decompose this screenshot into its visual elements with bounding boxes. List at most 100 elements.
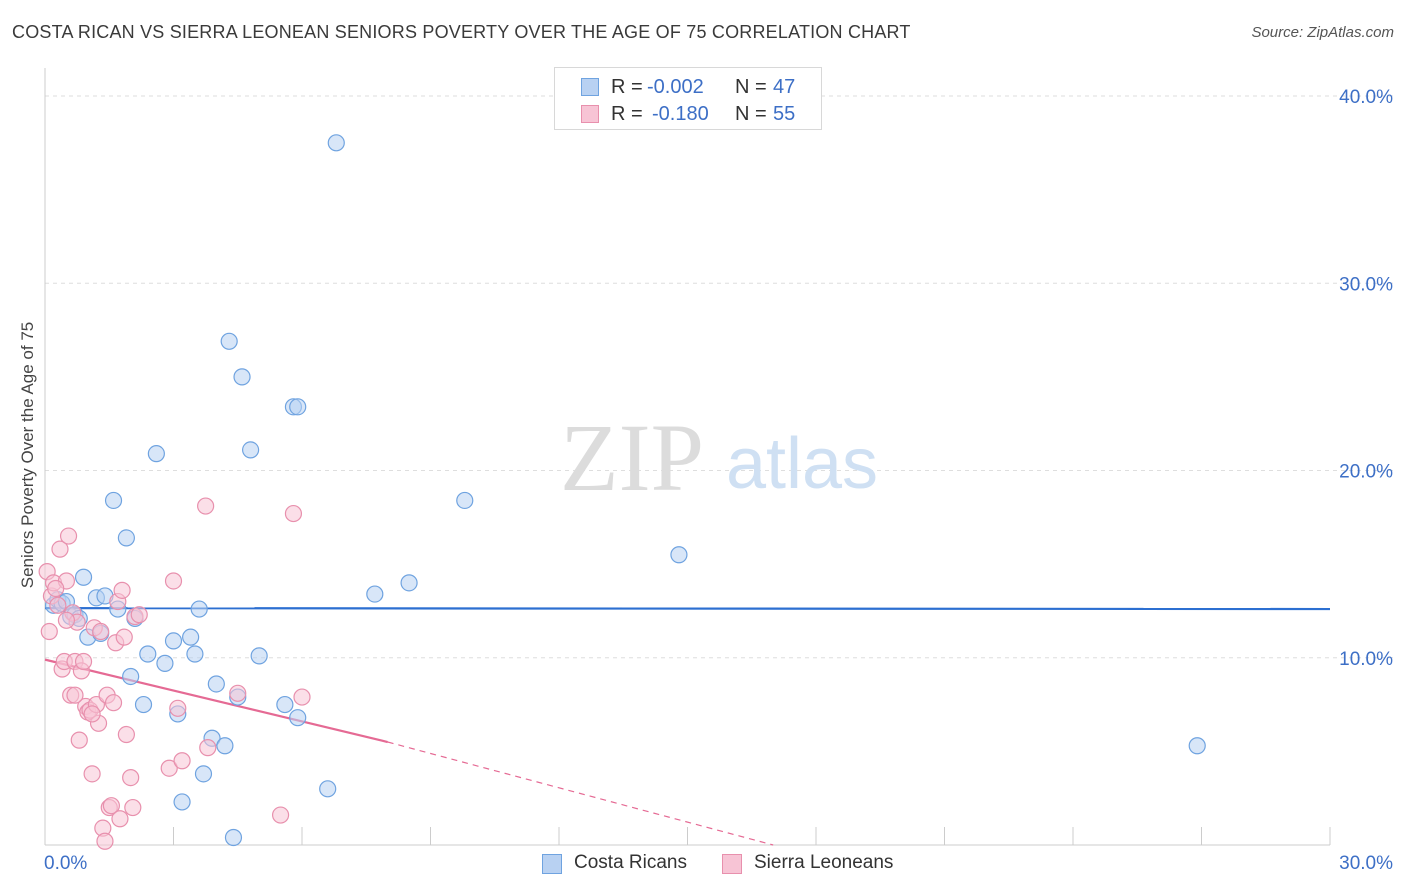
trend-line-sierra-leoneans: [44, 658, 388, 744]
x-tick-label: 30.0%: [1339, 853, 1393, 874]
legend-label-costa-ricans: Costa Ricans: [574, 852, 687, 873]
legend-row-costa-ricans: R = -0.002 N = 47: [555, 73, 821, 101]
data-point: [134, 695, 153, 714]
data-point: [289, 709, 307, 727]
data-point: [293, 688, 311, 706]
data-point: [186, 645, 204, 663]
data-point: [164, 572, 183, 590]
legend-r-value: -0.180: [652, 103, 709, 125]
watermark-atlas: atlas: [726, 424, 878, 504]
data-point: [102, 797, 120, 815]
trend-lines: [44, 607, 1331, 846]
data-point: [139, 645, 157, 663]
legend-r-label: R =: [611, 76, 643, 98]
data-point: [220, 332, 238, 350]
legend-swatch-sierra-leoneans: [581, 105, 599, 123]
data-point: [190, 600, 208, 618]
data-point: [111, 810, 129, 828]
data-point: [113, 581, 131, 599]
data-point: [96, 832, 114, 850]
data-point: [117, 725, 135, 744]
data-point: [199, 739, 217, 757]
data-point: [49, 596, 67, 614]
data-point: [51, 540, 69, 558]
watermark-zip: ZIP: [560, 404, 704, 511]
data-point: [271, 806, 290, 824]
data-point: [276, 695, 294, 714]
tick-labels: 10.0% 20.0% 30.0% 40.0% 0.0% 30.0%: [44, 87, 1393, 874]
data-point: [156, 654, 174, 672]
legend-n-value: 55: [773, 103, 796, 125]
data-point: [173, 752, 191, 770]
y-tick-label: 20.0%: [1339, 462, 1393, 483]
legend-n-label: N =: [735, 76, 767, 98]
series-sierra-leoneans: [38, 497, 311, 850]
data-point: [122, 667, 140, 686]
data-point: [104, 491, 123, 510]
data-point: [242, 441, 260, 459]
data-point: [115, 628, 133, 646]
data-point: [124, 798, 142, 817]
data-point: [250, 647, 268, 665]
y-tick-label: 40.0%: [1339, 87, 1393, 108]
legend-n-label: N =: [735, 103, 767, 125]
y-tick-label: 10.0%: [1339, 649, 1393, 670]
data-point: [207, 675, 225, 693]
data-points: [38, 134, 1206, 850]
data-point: [194, 765, 213, 783]
data-point: [284, 504, 303, 523]
data-point: [92, 622, 110, 641]
data-point: [160, 759, 178, 777]
watermark: ZIP atlas: [560, 404, 878, 511]
data-point: [197, 497, 215, 515]
data-point: [66, 686, 84, 704]
data-point: [327, 134, 345, 152]
legend-swatch-costa-ricans: [542, 854, 562, 874]
source-credit: Source: ZipAtlas.com: [1251, 24, 1394, 41]
legend-n-value: 47: [773, 76, 796, 98]
data-point: [59, 527, 78, 545]
data-point: [319, 780, 337, 798]
data-point: [122, 768, 140, 787]
data-point: [289, 398, 307, 416]
data-point: [400, 574, 418, 592]
data-point: [670, 546, 688, 564]
data-point: [117, 529, 135, 547]
data-point: [164, 632, 183, 650]
y-tick-label: 30.0%: [1339, 274, 1393, 295]
data-point: [104, 694, 123, 712]
data-point: [47, 579, 65, 598]
data-point: [1188, 737, 1206, 755]
data-point: [182, 628, 200, 646]
data-point: [74, 568, 93, 586]
data-point: [233, 368, 251, 386]
stats-legend: R = -0.002 N = 47 R = -0.180 N = 55: [554, 67, 822, 130]
trend-line-costa-ricans: [44, 607, 1331, 611]
data-point: [57, 611, 76, 629]
legend-r-label: R =: [611, 103, 643, 125]
data-point: [40, 622, 58, 641]
data-point: [224, 828, 243, 847]
legend-row-sierra-leoneans: R = -0.180 N = 55: [555, 100, 821, 128]
legend-r-value: -0.002: [647, 76, 704, 98]
data-point: [74, 652, 93, 671]
data-point: [70, 731, 88, 749]
data-point: [229, 684, 247, 702]
data-point: [130, 606, 148, 624]
axes: [44, 68, 1331, 846]
data-point: [169, 699, 187, 717]
series-costa-ricans: [44, 134, 1206, 847]
trend-line-extension: [387, 741, 774, 846]
legend-swatch-sierra-leoneans: [722, 854, 742, 874]
data-point: [216, 737, 234, 755]
legend-label-sierra-leoneans: Sierra Leoneans: [754, 852, 894, 873]
data-point: [147, 445, 165, 463]
data-point: [366, 585, 384, 603]
series-legend: Costa Ricans Sierra Leoneans: [0, 852, 1406, 878]
x-tick-label: 0.0%: [44, 853, 87, 874]
data-point: [456, 491, 474, 510]
legend-swatch-costa-ricans: [581, 78, 599, 96]
chart-title: COSTA RICAN VS SIERRA LEONEAN SENIORS PO…: [12, 22, 911, 42]
data-point: [83, 765, 101, 783]
